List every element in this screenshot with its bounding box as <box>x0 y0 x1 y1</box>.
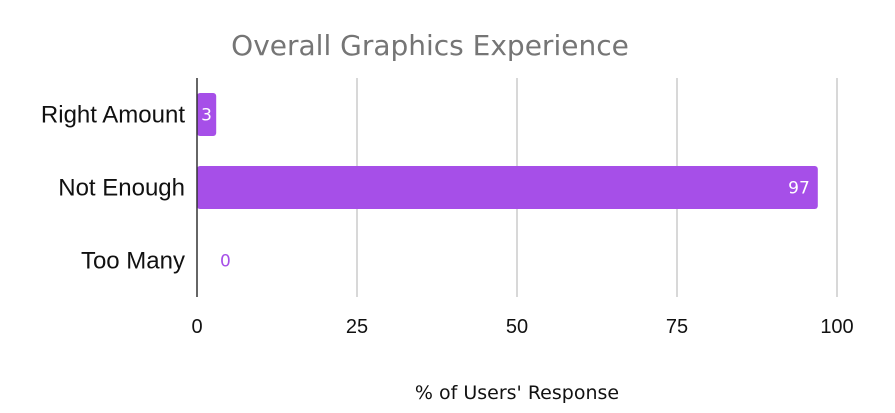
x-tick-label: 50 <box>506 316 528 338</box>
x-tick-labels: 0 25 50 75 100 <box>191 316 853 338</box>
category-labels: Right Amount Not Enough Too Many <box>41 102 185 275</box>
bars: 3 97 0 <box>197 93 818 272</box>
bar <box>197 166 818 209</box>
x-tick-label: 25 <box>346 316 368 338</box>
data-label: 97 <box>788 179 810 199</box>
category-label: Right Amount <box>41 102 185 129</box>
data-label: 0 <box>220 252 231 272</box>
x-tick-label: 0 <box>191 316 202 338</box>
data-label: 3 <box>201 106 212 126</box>
bar <box>197 93 217 136</box>
chart-title: Overall Graphics Experience <box>231 29 629 62</box>
x-tick-label: 100 <box>820 316 853 338</box>
x-axis-label: % of Users' Response <box>415 382 619 404</box>
category-label: Too Many <box>81 248 185 275</box>
category-label: Not Enough <box>58 175 185 202</box>
x-tick-label: 75 <box>666 316 688 338</box>
